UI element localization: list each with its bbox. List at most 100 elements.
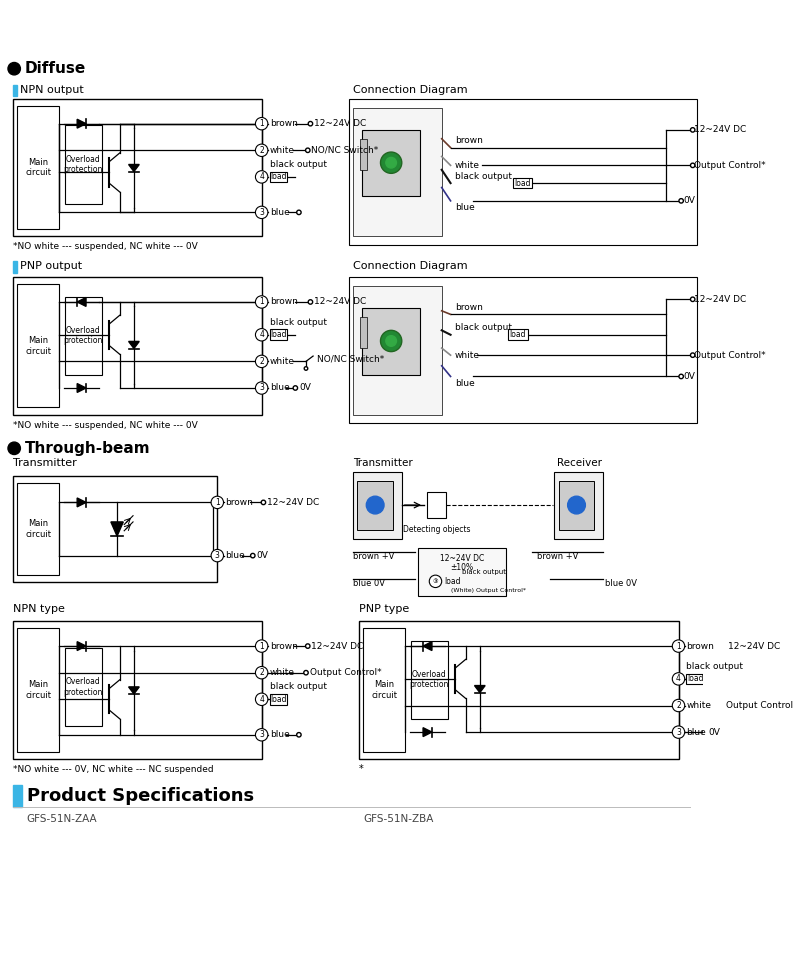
Circle shape bbox=[691, 127, 695, 132]
Text: brown: brown bbox=[270, 120, 297, 128]
Bar bbox=[559, 481, 594, 530]
Text: Product Specifications: Product Specifications bbox=[27, 787, 254, 805]
Text: 12~24V DC: 12~24V DC bbox=[312, 642, 363, 651]
Text: ③: ③ bbox=[433, 578, 439, 584]
Text: white: white bbox=[270, 357, 295, 366]
Circle shape bbox=[8, 63, 21, 75]
Bar bbox=[13, 621, 262, 759]
Bar bbox=[362, 308, 419, 375]
Text: Overload
protection: Overload protection bbox=[410, 670, 449, 689]
Text: black output: black output bbox=[270, 160, 327, 169]
Text: 2: 2 bbox=[676, 701, 681, 710]
Text: blue: blue bbox=[455, 203, 475, 212]
Circle shape bbox=[255, 296, 268, 308]
Text: Overload
protection: Overload protection bbox=[63, 677, 103, 697]
Text: brown +V: brown +V bbox=[537, 552, 578, 561]
Text: 12~24V DC: 12~24V DC bbox=[267, 497, 320, 507]
Text: brown: brown bbox=[225, 497, 253, 507]
Text: 4: 4 bbox=[676, 675, 681, 683]
Bar bbox=[687, 674, 704, 684]
Text: ±10%: ±10% bbox=[450, 563, 473, 572]
Bar bbox=[13, 277, 262, 415]
Bar bbox=[359, 621, 679, 759]
Text: 3: 3 bbox=[259, 731, 264, 739]
Bar bbox=[17, 106, 59, 229]
Text: 12~24V DC: 12~24V DC bbox=[695, 295, 747, 304]
Text: 12~24V DC: 12~24V DC bbox=[440, 553, 485, 563]
Text: Main
circuit: Main circuit bbox=[25, 336, 51, 356]
Circle shape bbox=[211, 549, 224, 562]
Text: black output: black output bbox=[455, 323, 512, 333]
Text: PNP output: PNP output bbox=[21, 261, 82, 272]
Bar bbox=[362, 130, 419, 197]
Circle shape bbox=[255, 382, 268, 394]
Text: blue: blue bbox=[455, 379, 475, 388]
Text: 2: 2 bbox=[259, 146, 264, 155]
Circle shape bbox=[381, 331, 402, 352]
Bar bbox=[418, 548, 507, 597]
Text: black output: black output bbox=[270, 683, 327, 691]
Circle shape bbox=[255, 144, 268, 156]
Circle shape bbox=[672, 673, 684, 685]
Text: 12~24V DC: 12~24V DC bbox=[314, 120, 366, 128]
Circle shape bbox=[381, 152, 402, 174]
Circle shape bbox=[255, 118, 268, 130]
Circle shape bbox=[297, 733, 301, 737]
Text: load: load bbox=[270, 695, 287, 704]
Text: blue: blue bbox=[225, 551, 245, 560]
Bar bbox=[65, 297, 102, 375]
Text: 0V: 0V bbox=[683, 372, 695, 381]
Text: blue: blue bbox=[687, 728, 707, 736]
Text: 4: 4 bbox=[259, 331, 264, 339]
Text: Connection Diagram: Connection Diagram bbox=[353, 85, 468, 95]
Text: brown +V: brown +V bbox=[353, 552, 394, 561]
Polygon shape bbox=[128, 341, 140, 349]
Bar bbox=[13, 476, 217, 582]
Bar bbox=[17, 284, 59, 408]
Circle shape bbox=[305, 644, 310, 649]
Bar bbox=[360, 139, 367, 170]
Text: load: load bbox=[510, 331, 527, 339]
Circle shape bbox=[255, 171, 268, 183]
Text: 0V: 0V bbox=[709, 728, 721, 736]
Bar bbox=[512, 177, 532, 188]
Text: load: load bbox=[514, 178, 531, 188]
Polygon shape bbox=[77, 120, 86, 128]
Text: Detecting objects: Detecting objects bbox=[403, 524, 470, 533]
Circle shape bbox=[691, 163, 695, 168]
Text: Main
circuit: Main circuit bbox=[25, 520, 51, 539]
Polygon shape bbox=[77, 384, 86, 392]
Bar bbox=[362, 629, 405, 752]
Circle shape bbox=[297, 210, 301, 215]
Circle shape bbox=[691, 297, 695, 302]
Circle shape bbox=[308, 121, 312, 126]
Polygon shape bbox=[77, 498, 86, 507]
Text: white: white bbox=[270, 146, 295, 155]
Text: 4: 4 bbox=[259, 173, 264, 181]
Text: Connection Diagram: Connection Diagram bbox=[353, 261, 468, 272]
Circle shape bbox=[251, 553, 255, 558]
Text: 3: 3 bbox=[259, 208, 264, 217]
Text: 1: 1 bbox=[215, 497, 220, 507]
Circle shape bbox=[722, 644, 727, 649]
Text: Output Control*: Output Control* bbox=[695, 351, 766, 360]
Text: 12~24V DC: 12~24V DC bbox=[695, 125, 747, 134]
Circle shape bbox=[679, 374, 684, 379]
Polygon shape bbox=[111, 522, 123, 536]
Bar bbox=[65, 648, 102, 726]
Text: brown: brown bbox=[270, 298, 297, 307]
Circle shape bbox=[568, 496, 585, 514]
Text: load: load bbox=[687, 675, 703, 683]
Text: NO/NC Switch*: NO/NC Switch* bbox=[312, 146, 378, 155]
Text: 4: 4 bbox=[259, 695, 264, 704]
Text: 3: 3 bbox=[259, 384, 264, 392]
Circle shape bbox=[305, 366, 308, 370]
Text: black output: black output bbox=[455, 172, 512, 180]
Text: white: white bbox=[270, 668, 295, 677]
Bar bbox=[13, 85, 17, 96]
Bar bbox=[353, 286, 442, 415]
Polygon shape bbox=[77, 642, 86, 651]
Polygon shape bbox=[474, 685, 485, 693]
Text: Output Control*: Output Control* bbox=[309, 668, 381, 677]
Text: load: load bbox=[270, 331, 287, 339]
